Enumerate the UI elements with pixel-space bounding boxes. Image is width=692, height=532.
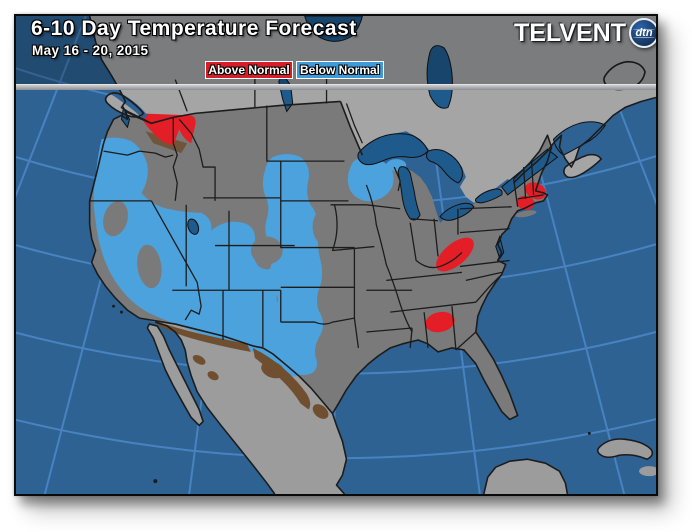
newfoundland bbox=[603, 61, 646, 90]
above-normal-ohio-valley bbox=[436, 237, 474, 272]
great-salt-lake bbox=[187, 218, 200, 235]
dtn-globe-icon: dtn bbox=[629, 18, 656, 48]
coastlines bbox=[88, 16, 656, 494]
lake-superior bbox=[357, 133, 429, 166]
forecast-map: 6-10 Day Temperature Forecast May 16 - 2… bbox=[14, 14, 658, 496]
small-islands bbox=[112, 304, 591, 484]
nova-scotia bbox=[563, 154, 602, 178]
brown-sonora-patch-2 bbox=[207, 371, 219, 381]
below-normal-southwest-blob bbox=[93, 137, 312, 377]
james-bay bbox=[426, 45, 453, 109]
hudson-bay bbox=[304, 16, 363, 42]
lake-erie bbox=[439, 202, 475, 221]
vancouver-island bbox=[105, 92, 144, 117]
baja-california bbox=[147, 324, 204, 426]
legend-below-normal: Below Normal bbox=[296, 61, 384, 79]
long-island bbox=[514, 210, 537, 218]
date-range: May 16 - 20, 2015 bbox=[32, 43, 149, 58]
cuba-island bbox=[597, 439, 653, 460]
legend: Above Normal Below Normal bbox=[205, 61, 384, 79]
mexico-landmass bbox=[139, 318, 347, 494]
below-normal-wisconsin-blob bbox=[347, 156, 394, 202]
brown-chihuahua-patch bbox=[261, 361, 285, 379]
below-normal-plains-blob bbox=[262, 154, 324, 376]
brown-border-strip-arizona bbox=[153, 320, 251, 352]
lake-huron bbox=[425, 149, 463, 184]
brand-logo: TELVENT dtn bbox=[513, 18, 656, 48]
header-divider bbox=[16, 84, 656, 90]
hispaniola-island bbox=[639, 466, 656, 477]
brown-tamaulipas-patch bbox=[312, 404, 329, 419]
page-title: 6-10 Day Temperature Forecast bbox=[31, 17, 357, 40]
legend-above-normal: Above Normal bbox=[205, 61, 293, 79]
telvent-wordmark: TELVENT bbox=[513, 18, 626, 47]
brown-sonora-patch bbox=[192, 354, 206, 365]
yucatan-peninsula bbox=[483, 459, 568, 494]
georgia-strait bbox=[109, 89, 148, 120]
lake-ontario bbox=[474, 188, 503, 204]
normal-gray-holes bbox=[103, 201, 337, 289]
above-normal-alabama bbox=[425, 311, 455, 333]
